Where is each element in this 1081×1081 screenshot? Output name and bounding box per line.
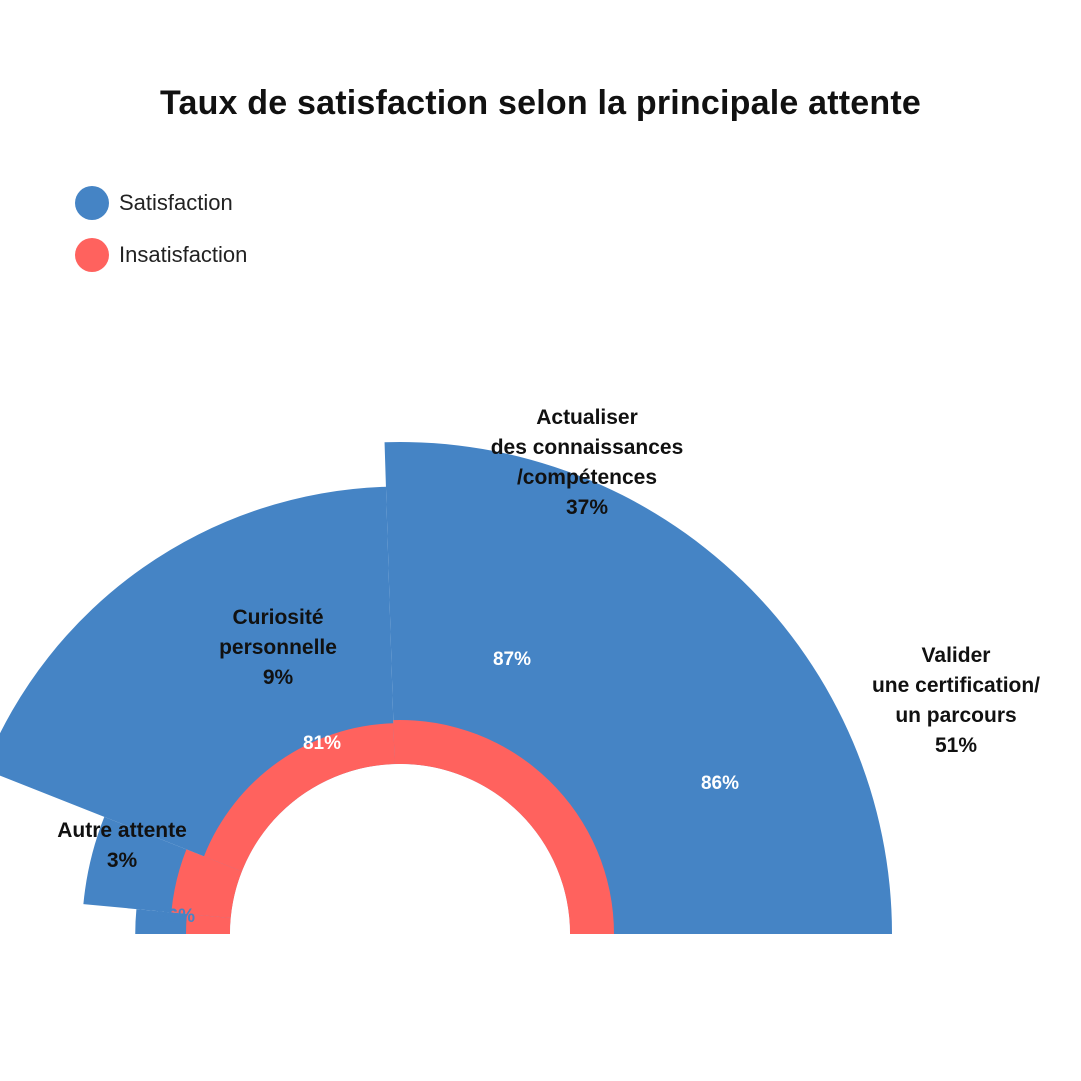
insatisfaction-wedge-1 — [186, 913, 231, 934]
insatisfaction-wedge-2 — [171, 849, 242, 919]
segment-category-label-3-line-3: /compétences — [517, 466, 657, 489]
insatisfaction-wedge-3 — [203, 723, 395, 872]
legend-item-satisfaction: Satisfaction — [75, 186, 233, 220]
segment-category-label-2-line-1: Curiosité — [232, 606, 323, 629]
chart-hole — [230, 764, 570, 934]
chart-title: Taux de satisfaction selon la principale… — [160, 84, 921, 122]
segment-category-label-4-line-3: un parcours — [895, 704, 1016, 727]
insatisfaction-wedge-4 — [393, 720, 614, 934]
satisfaction-value-label-1: 86% — [157, 906, 195, 927]
segment-category-label-1-line-1: Autre attente — [57, 819, 187, 842]
legend-swatch-insatisfaction — [75, 238, 109, 272]
satisfaction-value-label-2: 81% — [303, 733, 341, 754]
legend-label-satisfaction: Satisfaction — [119, 190, 233, 215]
segment-category-label-4-line-2: une certification/ — [872, 674, 1040, 697]
segment-share-label-1: 3% — [107, 849, 138, 872]
legend-label-insatisfaction: Insatisfaction — [119, 242, 248, 267]
segment-category-label-3-line-2: des connaissances — [491, 436, 684, 459]
segment-category-label-2-line-2: personnelle — [219, 636, 337, 659]
legend-swatch-satisfaction — [75, 186, 109, 220]
segment-share-label-2: 9% — [263, 666, 294, 689]
satisfaction-value-label-4: 86% — [701, 773, 739, 794]
legend-item-insatisfaction: Insatisfaction — [75, 238, 247, 272]
satisfaction-wedge-4 — [384, 442, 892, 934]
segment-category-label-4-line-1: Valider — [922, 644, 991, 667]
segment-category-label-3-line-1: Actualiser — [536, 406, 638, 429]
segment-share-label-3: 37% — [566, 496, 608, 519]
satisfaction-value-label-3: 87% — [493, 649, 531, 670]
segment-share-label-4: 51% — [935, 734, 977, 757]
